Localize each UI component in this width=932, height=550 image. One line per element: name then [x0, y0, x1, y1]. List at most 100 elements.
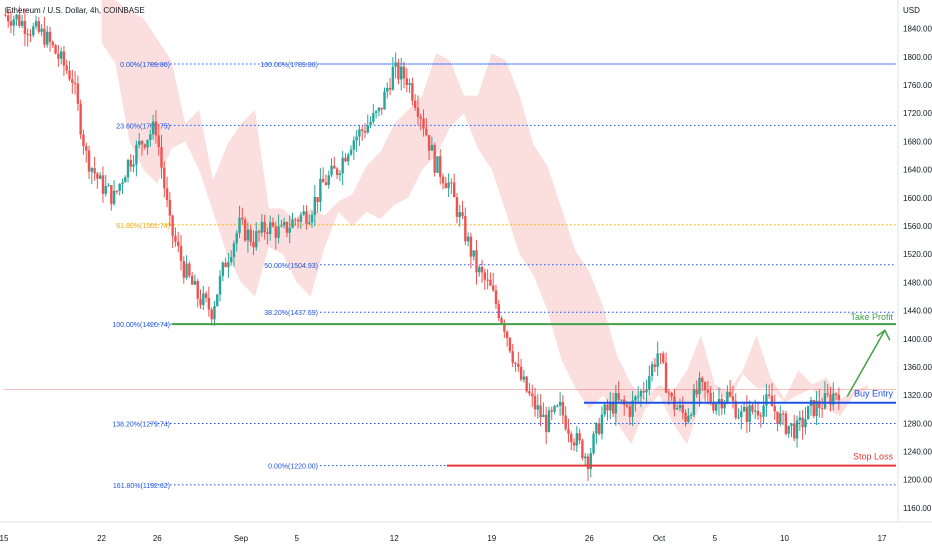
candle-body: [583, 456, 587, 459]
candle-body: [728, 391, 732, 397]
candle-body: [154, 121, 158, 136]
candle-body: [235, 233, 238, 244]
candle-body: [756, 410, 760, 416]
candle-body: [360, 129, 364, 131]
candle-body: [667, 392, 671, 394]
candle-body: [344, 157, 347, 162]
candle-body: [767, 394, 771, 396]
candle-body: [592, 433, 595, 454]
candle-body: [542, 414, 545, 418]
candle-body: [229, 257, 233, 263]
candle-body: [620, 399, 623, 401]
candle-body: [124, 177, 127, 183]
fib-level-label: 138.20%(1279.74): [112, 422, 170, 429]
candle-body: [478, 267, 481, 273]
candle-body: [48, 31, 52, 42]
candle-body: [656, 353, 659, 367]
y-tick-label: 1240.00: [903, 448, 932, 457]
candle-body: [90, 168, 94, 172]
candle-body: [299, 214, 303, 222]
candle-body: [642, 390, 645, 393]
candle-body: [689, 415, 693, 417]
candle-body: [260, 221, 264, 233]
candle-body: [51, 41, 54, 46]
candle-body: [801, 417, 804, 428]
candle-body: [115, 190, 119, 192]
y-tick-label: 1360.00: [903, 363, 932, 372]
y-tick-label: 1200.00: [903, 476, 932, 485]
candle-body: [335, 168, 339, 176]
candle-body: [157, 135, 160, 148]
price-axis-panel: [898, 0, 932, 550]
candle-body: [550, 410, 553, 412]
candle-body: [820, 408, 824, 410]
candle-body: [269, 222, 272, 234]
y-tick-label: 1160.00: [903, 504, 932, 513]
candle-body: [62, 51, 66, 66]
candle-body: [110, 185, 113, 204]
candle-body: [185, 263, 188, 278]
candle-body: [795, 420, 799, 439]
candle-body: [397, 62, 400, 80]
candle-body: [595, 423, 598, 434]
x-tick-label: 5: [713, 534, 718, 543]
candle-body: [79, 103, 82, 135]
candle-body: [43, 28, 46, 45]
candle-body: [793, 423, 796, 439]
candle-body: [528, 391, 531, 394]
candle-body: [316, 197, 319, 203]
candle-body: [586, 456, 590, 470]
candle-body: [391, 66, 395, 90]
candle-body: [96, 173, 99, 179]
fib-level-label: 50.00%(1504.93): [264, 263, 318, 270]
candle-body: [227, 262, 230, 268]
fib-level-label: 100.00%(1789.86): [260, 62, 318, 69]
candle-body: [790, 423, 793, 426]
candle-body: [770, 395, 774, 407]
candle-body: [305, 211, 308, 224]
candle-body: [20, 21, 24, 26]
candle-body: [826, 393, 829, 395]
fib-level-label: 100.00%(1420.74): [112, 322, 170, 329]
candle-body: [723, 401, 726, 409]
candle-body: [271, 222, 275, 227]
candle-body: [34, 21, 38, 27]
candle-body: [394, 62, 397, 67]
candle-body: [681, 405, 684, 413]
candle-body: [645, 389, 648, 393]
take-profit-label: Take Profit: [850, 312, 893, 322]
candle-body: [224, 262, 227, 268]
candle-body: [798, 417, 802, 421]
candle-body: [165, 188, 169, 201]
candle-body: [720, 399, 723, 409]
y-tick-label: 1680.00: [903, 137, 932, 146]
candle-body: [751, 405, 754, 412]
candle-body: [12, 19, 15, 26]
candle-body: [709, 392, 712, 403]
candle-body: [519, 366, 523, 380]
candle-body: [416, 107, 420, 117]
candle-body: [26, 33, 29, 35]
candle-body: [558, 401, 562, 406]
candle-body: [199, 298, 202, 305]
candle-body: [480, 267, 484, 273]
candle-body: [188, 263, 191, 276]
candle-body: [9, 21, 13, 26]
candle-body: [695, 389, 698, 395]
candle-body: [625, 404, 629, 407]
candle-body: [352, 140, 356, 150]
candle-body: [294, 219, 297, 221]
candle-body: [355, 136, 358, 141]
candle-body: [358, 129, 361, 137]
candle-body: [132, 164, 135, 167]
candle-body: [589, 453, 592, 470]
candle-body: [85, 146, 88, 151]
candle-body: [533, 396, 537, 410]
candle-body: [202, 293, 205, 305]
cloud-area: [101, 0, 869, 445]
candle-body: [784, 413, 788, 434]
candle-body: [564, 415, 567, 430]
x-tick-label: Oct: [653, 534, 666, 543]
candle-body: [349, 149, 353, 155]
